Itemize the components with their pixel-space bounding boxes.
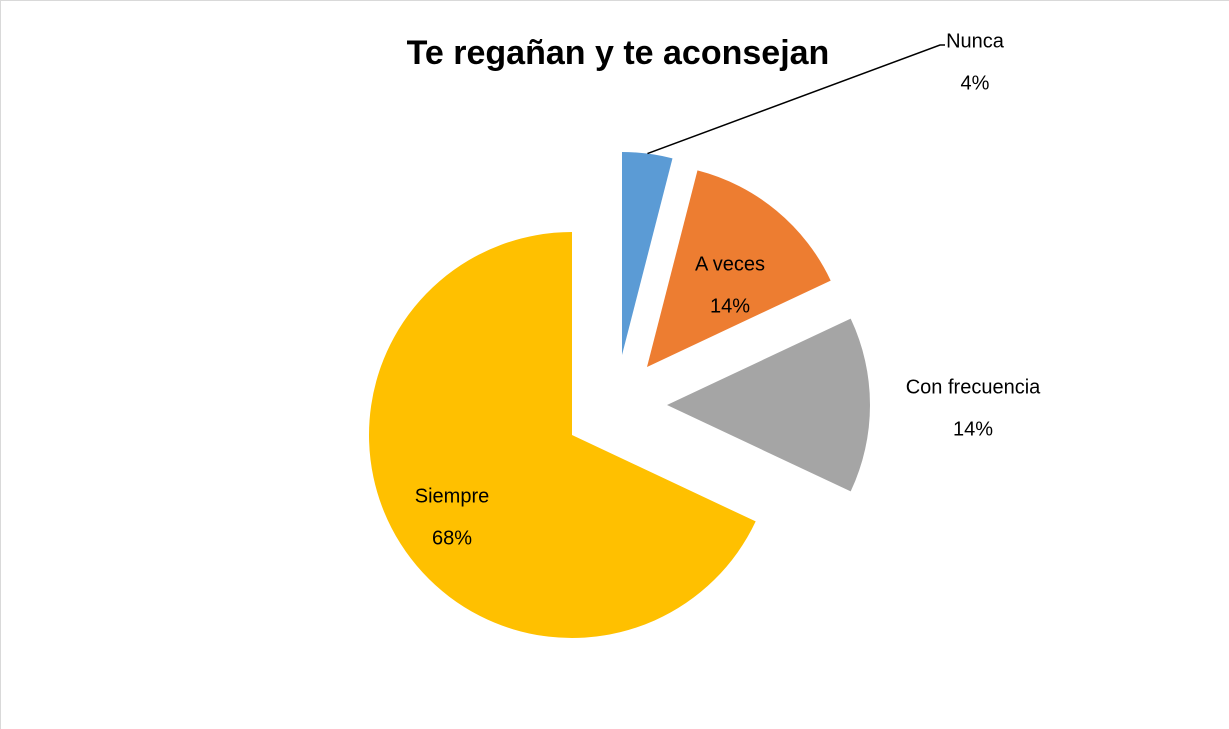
pie-slice [622, 152, 673, 355]
pie-slice [667, 318, 870, 492]
pie-slice [368, 232, 756, 638]
data-label-value: 4% [961, 72, 990, 94]
pie-slice [647, 170, 831, 367]
data-label-category: Siempre [415, 485, 489, 507]
chart-title: Te regañan y te aconsejan [407, 34, 830, 72]
data-label-value: 68% [432, 527, 472, 549]
leader-line [647, 44, 945, 155]
data-label-value: 14% [710, 295, 750, 317]
data-label-category: Con frecuencia [906, 376, 1041, 398]
data-label-value: 14% [953, 418, 993, 440]
data-label-category: Nunca [946, 30, 1005, 52]
data-label-category: A veces [695, 253, 765, 275]
